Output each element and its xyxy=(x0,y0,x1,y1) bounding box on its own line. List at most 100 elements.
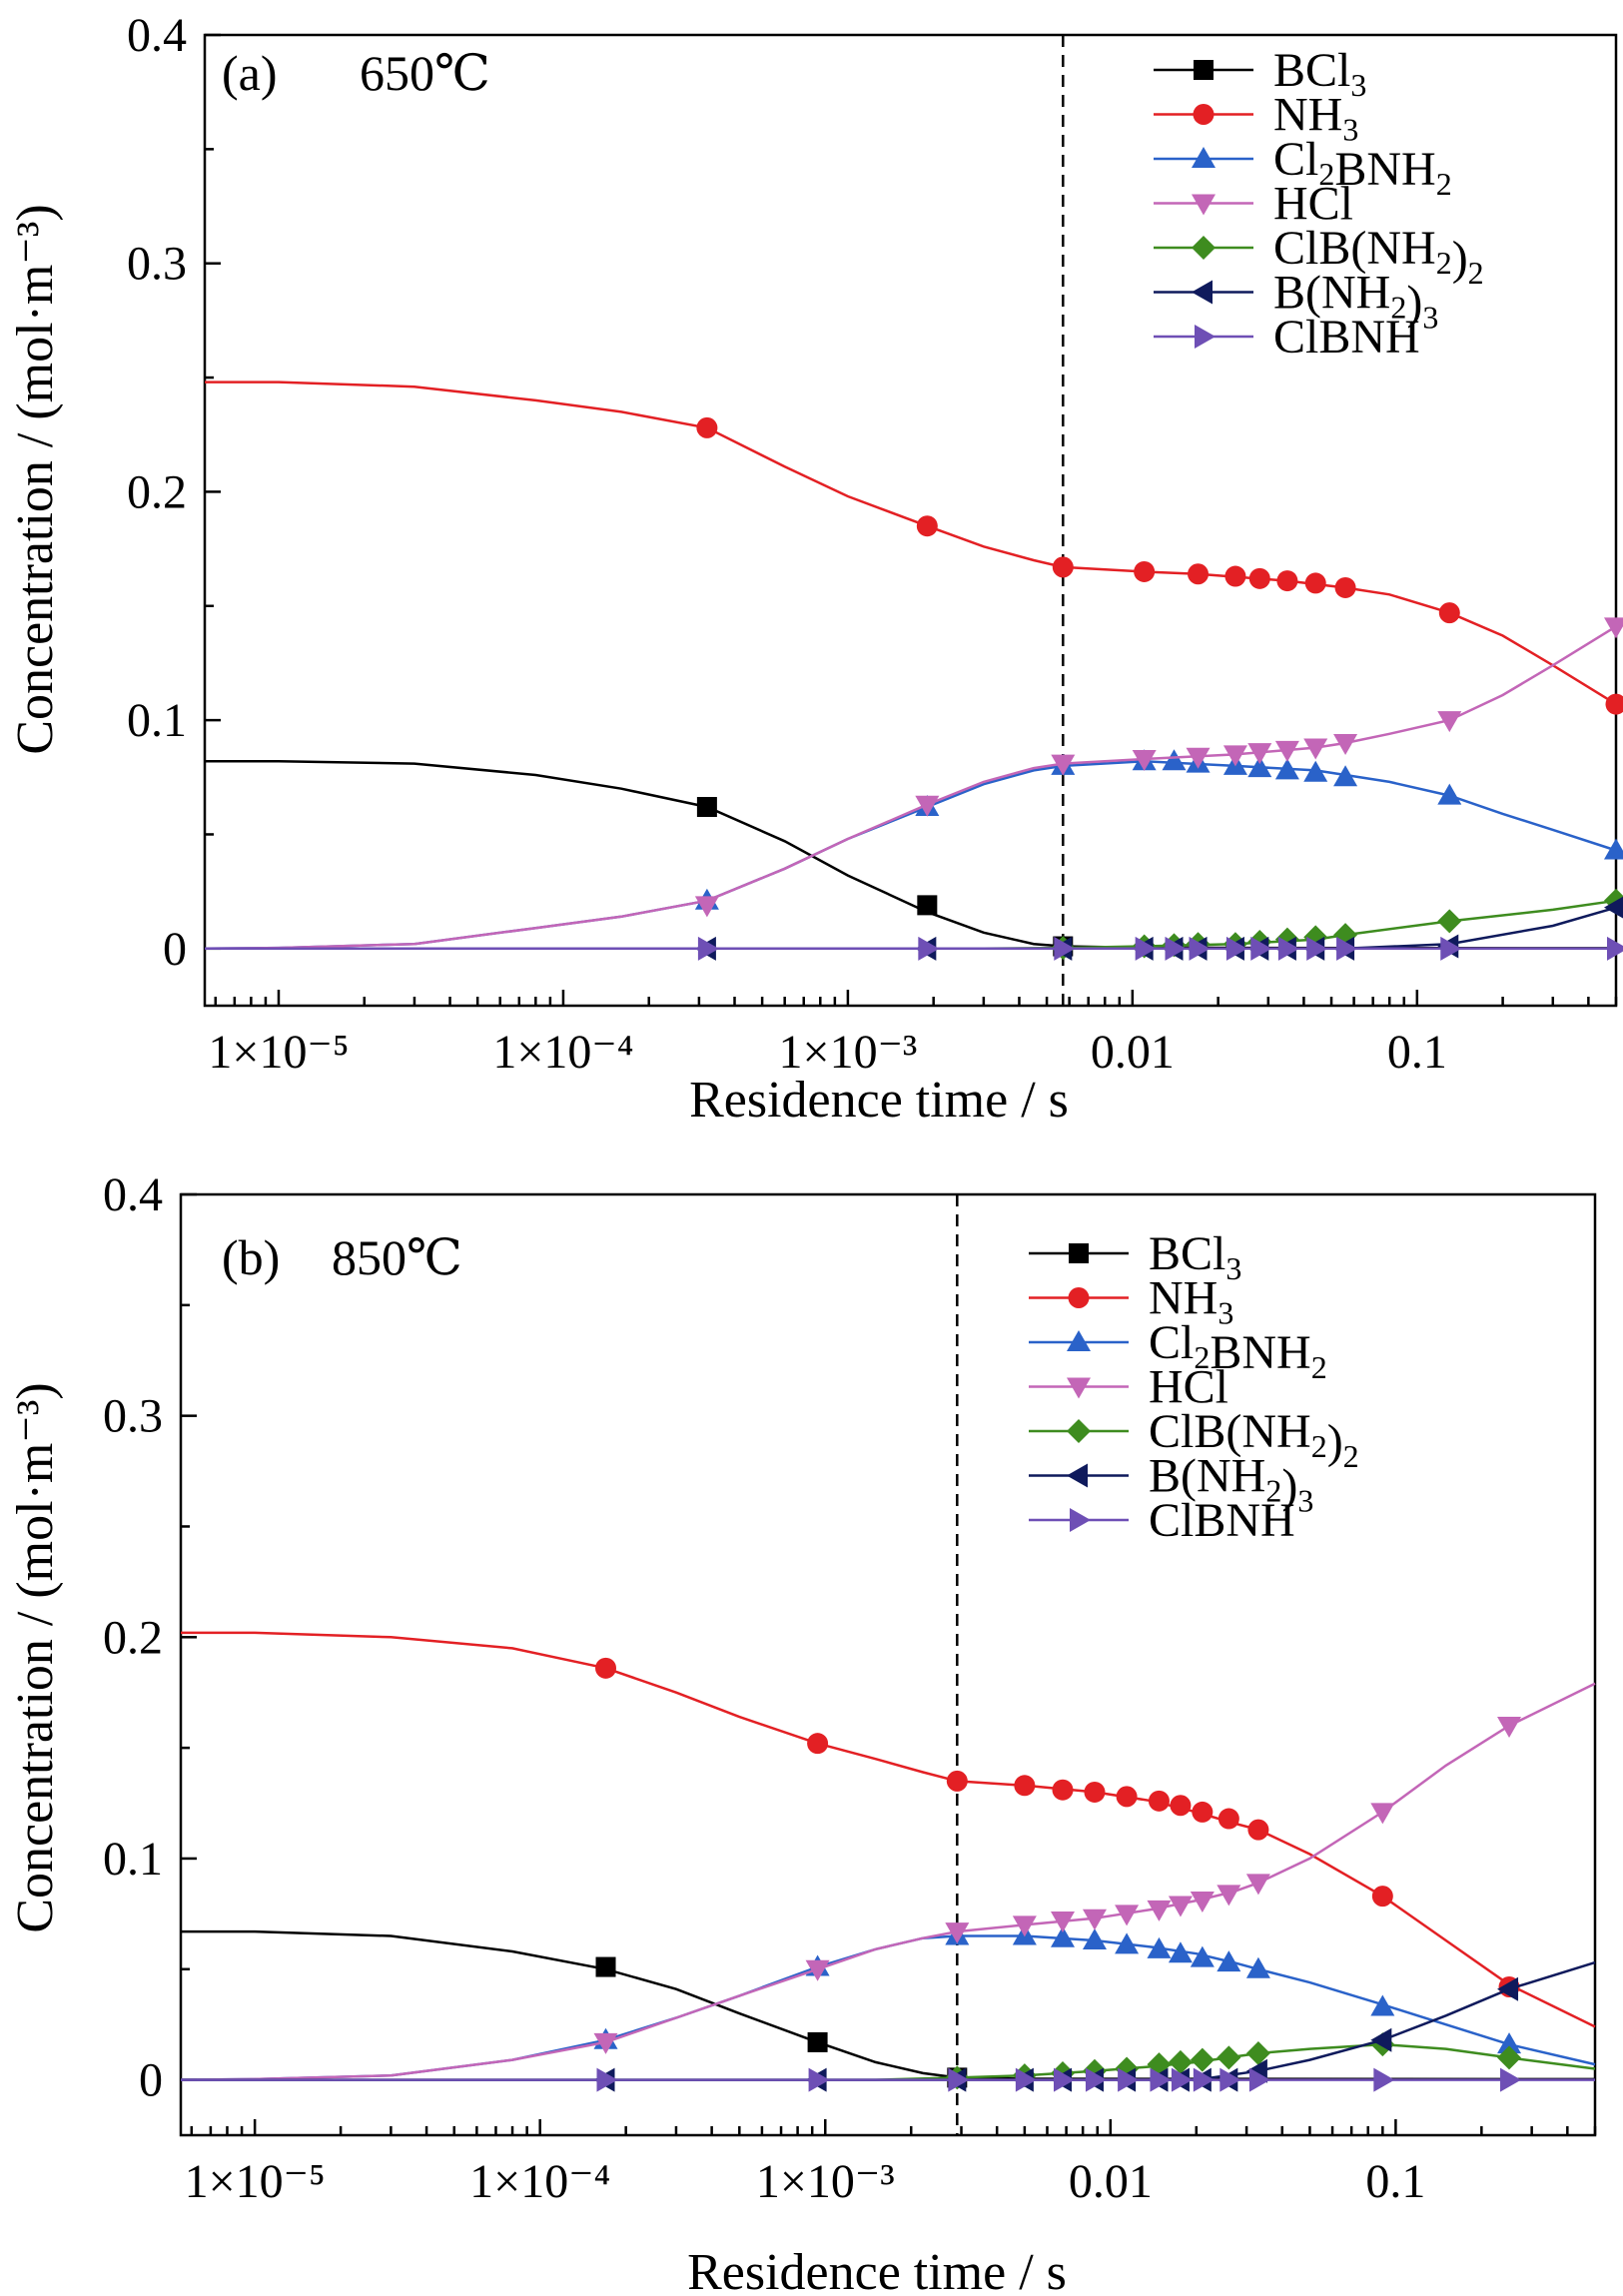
panel-b-series-B(NH2)3 xyxy=(181,1960,1596,2092)
panel-b: (b) 850℃ Residence time / s Concentratio… xyxy=(7,1168,1597,2296)
panel-b-temperature: 850℃ xyxy=(332,1229,462,1285)
panel-a-point-HCl xyxy=(1274,740,1299,762)
panel-a-point-Cl2BNH2 xyxy=(1437,783,1462,805)
panel-b-y-axis-title: Concentration / (mol·m⁻³) xyxy=(7,1382,64,1932)
panel-a-point-ClBNH xyxy=(1165,936,1187,961)
panel-a-legend-marker-B(NH2)3 xyxy=(1192,280,1213,305)
panel-a-line-ClB(NH2)2 xyxy=(205,899,1617,951)
panel-a-point-NH3 xyxy=(1334,576,1356,598)
panel-a-y-tick-label: 0.2 xyxy=(127,465,187,518)
panel-b-point-NH3 xyxy=(1371,1886,1393,1908)
panel-a-legend-label-BCl3: BCl3 xyxy=(1273,44,1366,103)
panel-b-legend-marker-ClBNH xyxy=(1070,1508,1091,1532)
panel-b-point-HCl xyxy=(1051,1912,1076,1933)
panel-a-point-HCl xyxy=(1186,747,1211,769)
panel-b-series-NH3 xyxy=(181,1631,1596,2028)
panel-a-legend-label-NH3: NH3 xyxy=(1273,89,1358,148)
panel-a-x-tick-label: 0.1 xyxy=(1387,1026,1447,1079)
panel-a-point-HCl xyxy=(1437,711,1462,733)
panel-b-point-HCl xyxy=(945,1922,970,1944)
panel-a-point-NH3 xyxy=(1438,602,1460,624)
panel-b-point-ClB(NH2)2 xyxy=(1497,2045,1522,2070)
panel-b-point-B(NH2)3 xyxy=(1497,1976,1519,2001)
panel-b-point-ClBNH xyxy=(1373,2067,1395,2092)
panel-b-point-Cl2BNH2 xyxy=(1497,2032,1522,2054)
panel-b-legend-marker-Cl2BNH2 xyxy=(1067,1330,1091,1351)
panel-a-point-Cl2BNH2 xyxy=(1303,760,1328,782)
panel-b-line-NH3 xyxy=(181,1631,1596,2028)
panel-a-legend-marker-ClB(NH2)2 xyxy=(1192,236,1216,260)
panel-b-point-ClBNH xyxy=(808,2067,830,2092)
panel-a-point-HCl xyxy=(1247,743,1272,765)
panel-b-point-Cl2BNH2 xyxy=(1168,1941,1193,1963)
panel-a-point-HCl xyxy=(1333,733,1358,755)
panel-a-point-NH3 xyxy=(1188,563,1210,585)
panel-a-point-BCl3 xyxy=(917,895,938,916)
panel-a-point-HCl xyxy=(1132,749,1157,771)
panel-b-point-ClBNH xyxy=(596,2067,618,2092)
panel-b-x-tick-label: 1×10⁻⁴ xyxy=(469,2155,610,2208)
panel-b-point-HCl xyxy=(1012,1915,1037,1937)
panel-b-point-ClBNH xyxy=(1500,2067,1522,2092)
panel-b-point-NH3 xyxy=(1247,1819,1269,1841)
panel-b-legend-label-HCl: HCl xyxy=(1149,1361,1228,1414)
panel-a-y-tick-label: 0.4 xyxy=(127,9,187,62)
panel-a-point-NH3 xyxy=(1276,570,1298,592)
panel-b-label: (b) xyxy=(222,1229,280,1285)
panel-a-point-NH3 xyxy=(1134,560,1156,582)
panel-a-x-axis-title: Residence time / s xyxy=(689,1072,1069,1129)
panel-b-point-ClBNH xyxy=(1193,2067,1215,2092)
panel-b-legend-marker-B(NH2)3 xyxy=(1067,1463,1088,1488)
panel-a-point-ClBNH xyxy=(1225,936,1247,961)
panel-a-series-NH3 xyxy=(205,381,1623,715)
panel-b-point-ClBNH xyxy=(1171,2067,1193,2092)
panel-a-point-ClBNH xyxy=(1306,936,1328,961)
panel-a-point-B(NH2)3 xyxy=(1604,896,1623,919)
panel-a-y-axis-title: Concentration / (mol·m⁻³) xyxy=(7,204,64,754)
panel-b-point-Cl2BNH2 xyxy=(1370,1994,1395,2016)
panel-b-plot-frame xyxy=(179,1192,1597,2137)
panel-a-point-HCl xyxy=(1051,754,1076,776)
panel-a-y-tick-label: 0.1 xyxy=(127,694,187,747)
panel-b-point-ClBNH xyxy=(1219,2067,1241,2092)
panel-a-legend-marker-NH3 xyxy=(1193,104,1215,125)
panel-a-point-ClBNH xyxy=(1440,936,1462,961)
panel-a-point-NH3 xyxy=(696,416,718,438)
panel-b-point-ClB(NH2)2 xyxy=(1190,2047,1215,2072)
panel-a-x-tick-label: 1×10⁻⁴ xyxy=(492,1026,633,1079)
panel-b-y-tick-label: 0.1 xyxy=(103,1833,163,1886)
panel-a-y-tick-label: 0 xyxy=(163,923,187,976)
panel-a-x-tick-label: 0.01 xyxy=(1091,1026,1175,1079)
panel-a-point-NH3 xyxy=(916,515,938,537)
panel-a-label: (a) xyxy=(222,45,278,101)
panel-a-point-NH3 xyxy=(1248,567,1270,589)
panel-b-point-BCl3 xyxy=(807,2031,828,2052)
panel-b-legend-label-ClBNH: ClBNH xyxy=(1149,1494,1295,1547)
panel-b-point-HCl xyxy=(1147,1900,1172,1921)
panel-b-series-HCl xyxy=(180,1682,1596,2081)
panel-b-point-ClBNH xyxy=(1118,2067,1140,2092)
panel-a-line-NH3 xyxy=(205,381,1617,706)
panel-b-point-HCl xyxy=(1115,1905,1140,1926)
panel-b-y-tick-label: 0.2 xyxy=(103,1611,163,1664)
panel-b-legend-label-Cl2BNH2: Cl2BNH2 xyxy=(1149,1316,1327,1385)
panel-a-x-tick-label: 1×10⁻⁵ xyxy=(208,1026,349,1079)
panel-b-point-NH3 xyxy=(1014,1775,1036,1797)
panel-a-series-ClBNH xyxy=(205,936,1623,961)
panel-a-point-ClBNH xyxy=(1135,936,1157,961)
panel-a-point-Cl2BNH2 xyxy=(1274,758,1299,780)
panel-b-point-Cl2BNH2 xyxy=(1082,1927,1107,1949)
panel-a-point-HCl xyxy=(1222,745,1247,767)
panel-b-point-ClB(NH2)2 xyxy=(1217,2045,1241,2070)
panel-b-point-NH3 xyxy=(1052,1779,1074,1801)
panel-a-point-ClBNH xyxy=(1607,936,1623,961)
panel-a-legend-label-ClBNH: ClBNH xyxy=(1273,311,1420,364)
panel-a-legend-marker-Cl2BNH2 xyxy=(1192,147,1216,168)
panel-b-point-ClBNH xyxy=(1015,2067,1037,2092)
panel-a-legend-label-HCl: HCl xyxy=(1273,178,1353,231)
panel-b-point-B(NH2)3 xyxy=(1370,2027,1392,2052)
panel-a-point-ClBNH xyxy=(1336,936,1358,961)
panel-b-point-HCl xyxy=(1082,1909,1107,1930)
panel-a-legend-marker-HCl xyxy=(1192,194,1216,216)
panel-a-point-ClBNH xyxy=(1054,936,1076,961)
